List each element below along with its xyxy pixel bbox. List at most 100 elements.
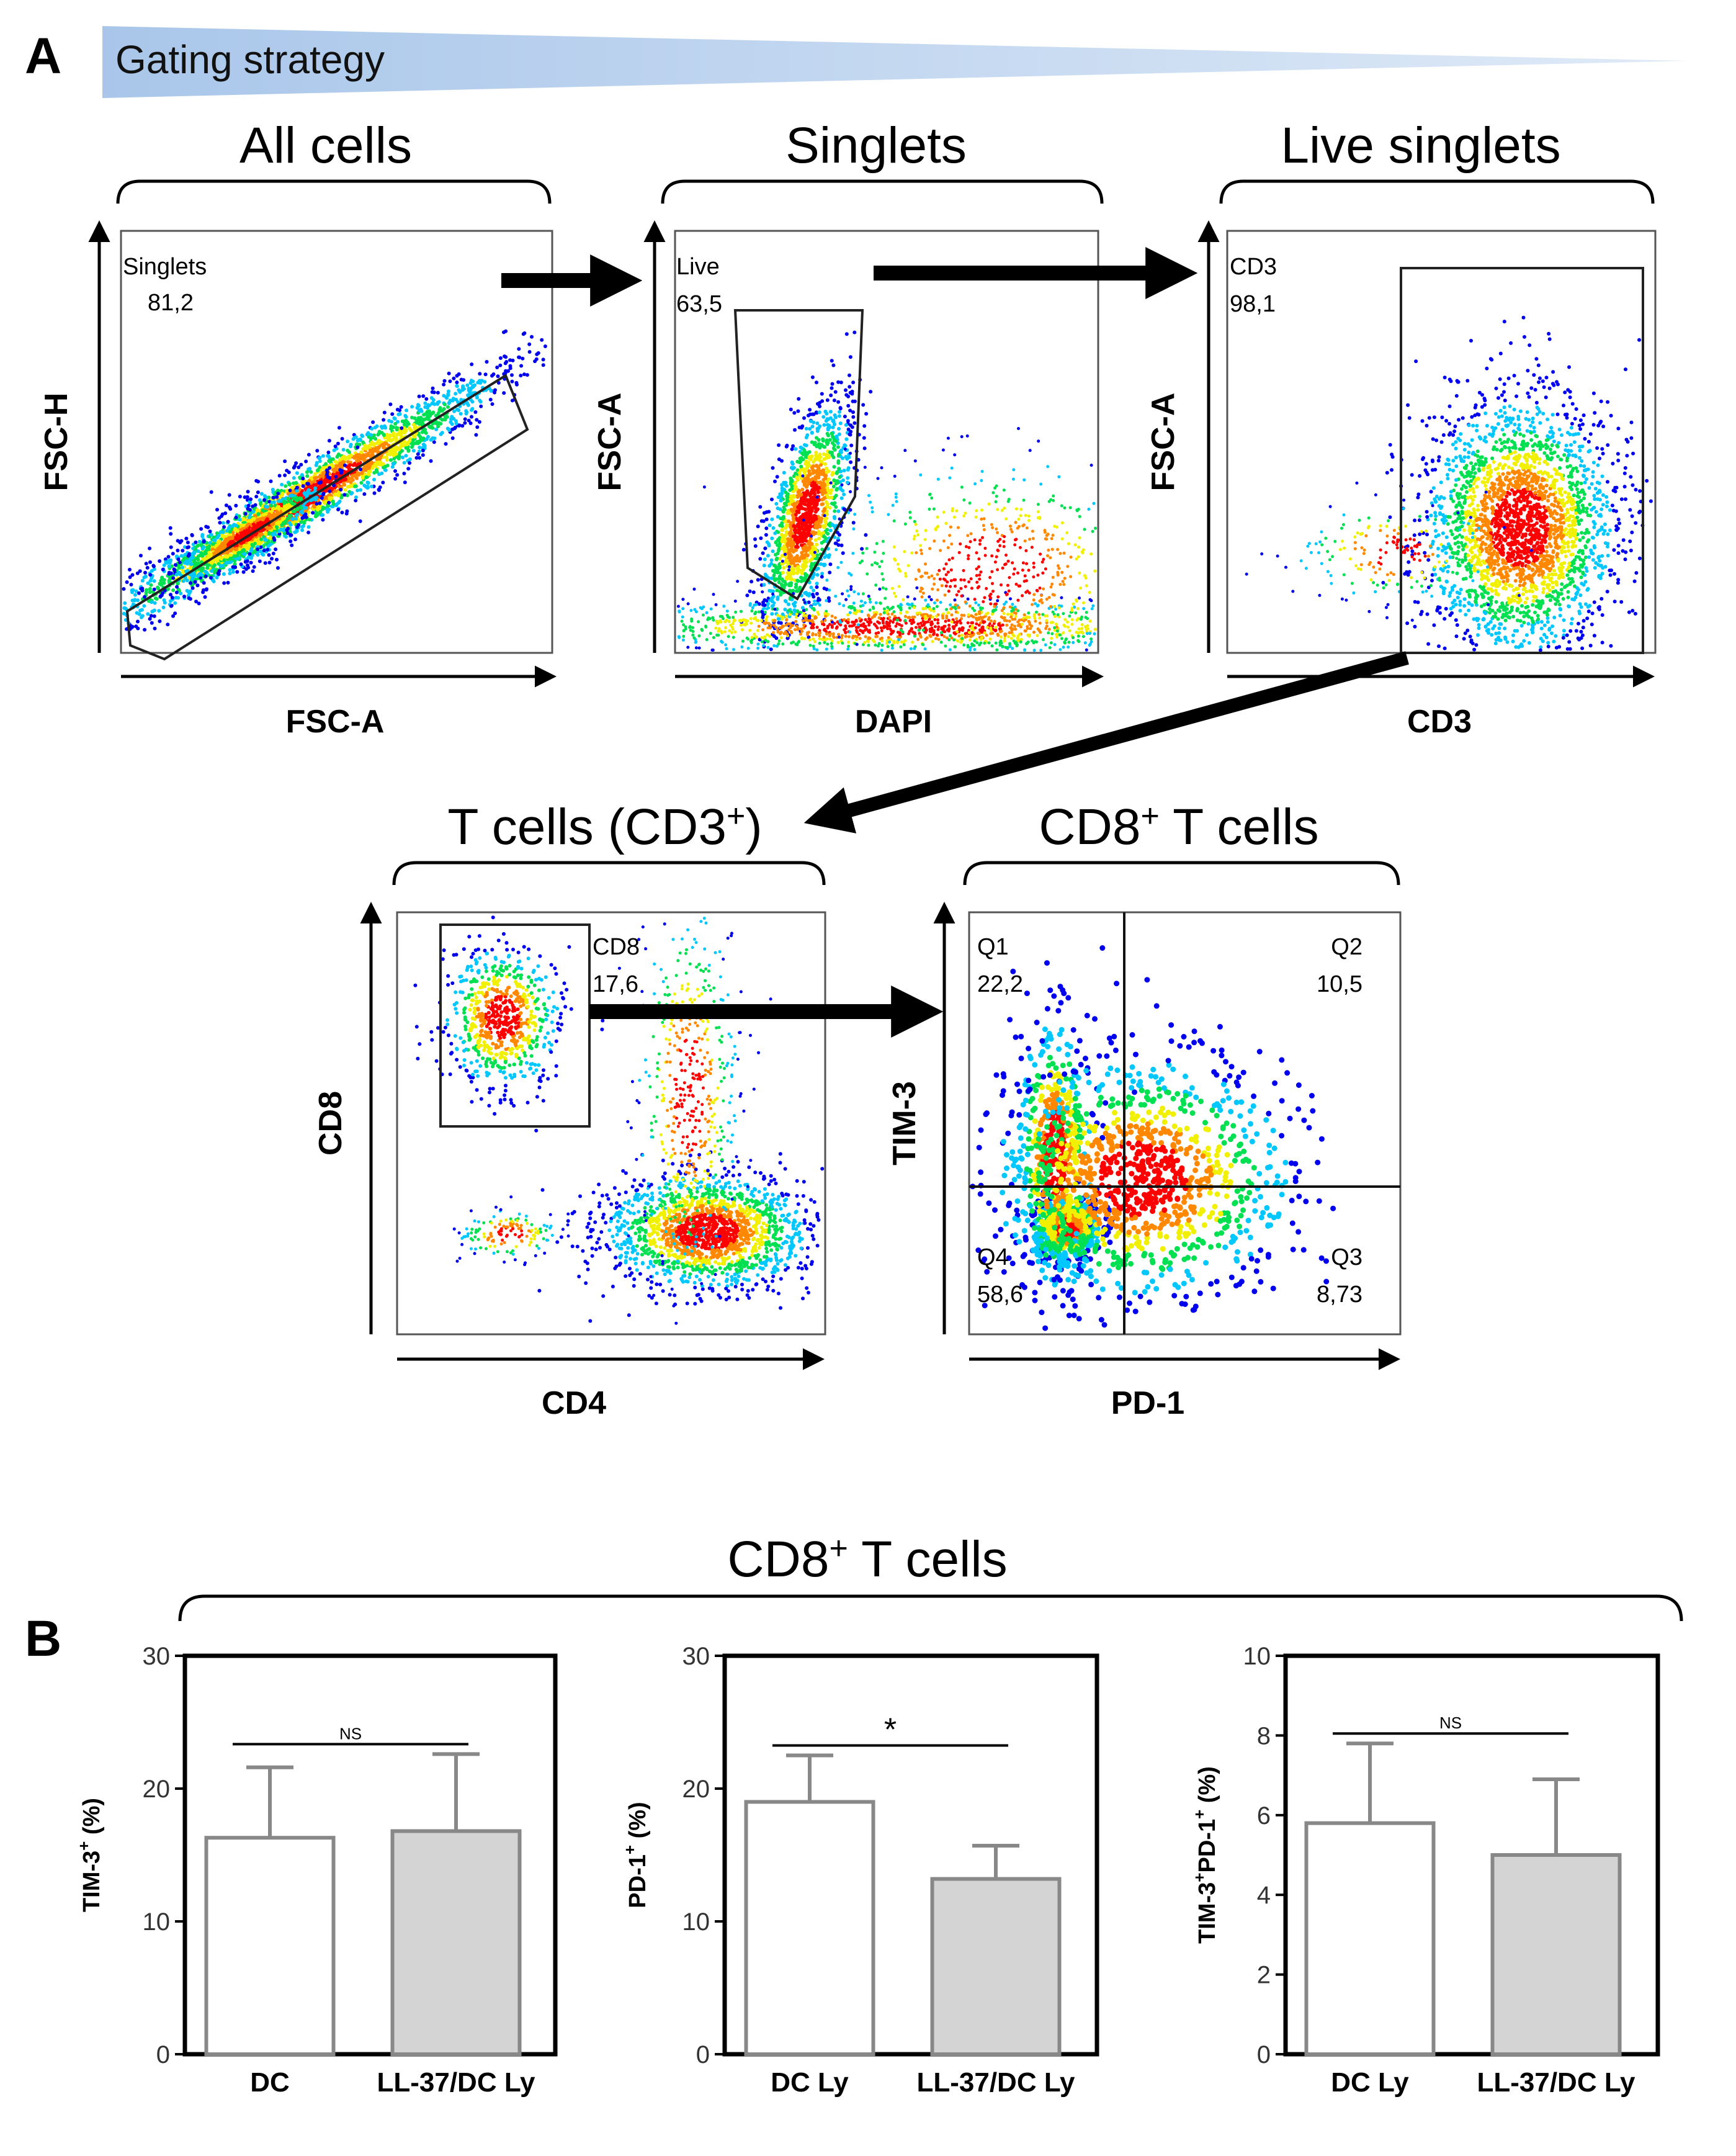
density-dot bbox=[388, 449, 393, 453]
gate-value: 81,2 bbox=[148, 290, 194, 316]
density-dot bbox=[228, 529, 232, 534]
density-dot bbox=[753, 544, 758, 548]
density-dot bbox=[206, 525, 210, 529]
density-dot bbox=[321, 471, 325, 475]
density-dot bbox=[148, 586, 152, 591]
density-dot bbox=[454, 392, 458, 396]
density-dot bbox=[193, 580, 197, 584]
density-dot bbox=[807, 471, 812, 475]
density-dot bbox=[811, 593, 815, 596]
density-dot bbox=[521, 356, 525, 361]
density-dot bbox=[797, 460, 802, 465]
density-dot bbox=[1077, 627, 1081, 631]
density-dot bbox=[442, 382, 446, 387]
density-dot bbox=[256, 512, 261, 516]
density-dot bbox=[369, 442, 373, 447]
density-dot bbox=[746, 647, 750, 650]
density-dot bbox=[784, 523, 789, 528]
density-dot bbox=[256, 547, 260, 551]
density-dot bbox=[351, 463, 356, 467]
density-dot bbox=[787, 602, 790, 606]
density-dot bbox=[759, 536, 763, 541]
density-dot bbox=[360, 433, 364, 438]
density-dot bbox=[769, 558, 774, 562]
density-dot bbox=[342, 463, 347, 467]
density-dot bbox=[234, 503, 238, 508]
density-dot bbox=[831, 363, 836, 367]
density-dot bbox=[290, 517, 295, 521]
density-dot bbox=[782, 514, 785, 519]
density-dot bbox=[205, 566, 210, 570]
density-dot bbox=[403, 480, 407, 485]
density-dot bbox=[186, 546, 190, 550]
density-dot bbox=[282, 516, 286, 521]
density-dot bbox=[334, 502, 339, 506]
density-dot bbox=[848, 373, 851, 377]
density-dot bbox=[362, 492, 367, 496]
density-dot bbox=[824, 419, 828, 423]
density-dot bbox=[228, 557, 233, 561]
density-dot bbox=[792, 524, 796, 528]
density-dot bbox=[144, 562, 148, 566]
density-dot bbox=[225, 550, 230, 555]
density-dot bbox=[838, 475, 842, 479]
density-dot bbox=[235, 547, 239, 551]
density-dot bbox=[329, 496, 334, 500]
density-dot bbox=[421, 453, 425, 457]
density-dot bbox=[413, 424, 418, 429]
density-dot bbox=[332, 469, 336, 474]
density-dot bbox=[301, 516, 305, 520]
density-dot bbox=[844, 624, 848, 628]
density-dot bbox=[828, 450, 832, 454]
density-dot bbox=[832, 478, 836, 482]
density-dot bbox=[140, 615, 143, 619]
density-dot bbox=[794, 589, 799, 593]
density-dot bbox=[200, 547, 205, 551]
density-dot bbox=[300, 473, 304, 477]
density-dot bbox=[130, 573, 135, 577]
density-dot bbox=[122, 587, 126, 591]
density-dot bbox=[792, 556, 797, 560]
density-dot bbox=[275, 521, 279, 526]
density-dot bbox=[802, 549, 806, 553]
density-dot bbox=[149, 583, 153, 587]
density-dot bbox=[347, 454, 351, 459]
density-dot bbox=[218, 521, 222, 525]
density-dot bbox=[289, 523, 293, 527]
density-dot bbox=[908, 606, 911, 610]
density-dot bbox=[488, 397, 493, 402]
density-dot bbox=[328, 476, 332, 480]
density-dot bbox=[799, 456, 803, 460]
density-dot bbox=[392, 416, 396, 420]
density-dot bbox=[395, 408, 400, 411]
density-dot bbox=[825, 470, 829, 474]
density-dot bbox=[267, 553, 271, 557]
density-dot bbox=[450, 415, 454, 419]
density-dot bbox=[143, 627, 147, 632]
density-dot bbox=[813, 538, 818, 542]
density-dot bbox=[136, 619, 140, 624]
density-dot bbox=[822, 423, 826, 427]
density-dot bbox=[137, 591, 141, 595]
density-dot bbox=[810, 562, 814, 566]
density-dot bbox=[816, 567, 820, 570]
density-dot bbox=[176, 539, 180, 543]
density-dot bbox=[455, 384, 459, 388]
density-dot bbox=[162, 563, 166, 567]
density-dot bbox=[234, 523, 238, 528]
density-dot bbox=[177, 560, 182, 565]
density-dot bbox=[808, 427, 812, 431]
density-dot bbox=[177, 566, 181, 570]
density-dot bbox=[821, 415, 826, 419]
density-dot bbox=[921, 642, 924, 646]
density-dot bbox=[128, 567, 132, 572]
density-dot bbox=[208, 532, 213, 537]
density-dot bbox=[756, 578, 760, 582]
density-dot bbox=[359, 488, 363, 492]
density-dot bbox=[321, 454, 325, 458]
density-dot bbox=[843, 443, 847, 447]
density-dot bbox=[251, 544, 255, 548]
density-dot bbox=[793, 480, 797, 485]
density-dot bbox=[431, 401, 435, 405]
density-dot bbox=[510, 398, 514, 403]
